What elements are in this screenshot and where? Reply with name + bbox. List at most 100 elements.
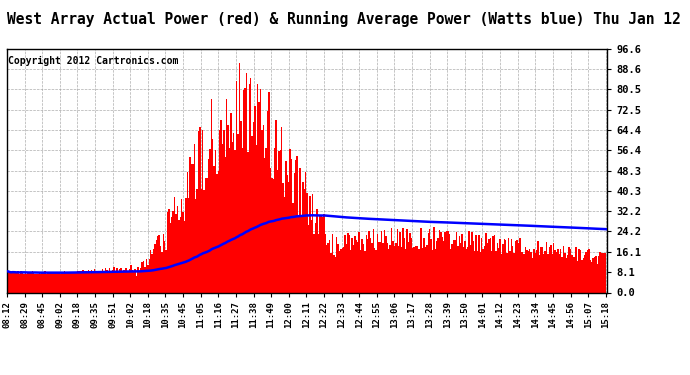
Bar bbox=[559, 254, 560, 292]
Bar bbox=[319, 216, 320, 292]
Bar bbox=[181, 199, 182, 292]
Bar bbox=[457, 246, 459, 292]
Bar bbox=[469, 231, 470, 292]
Bar bbox=[189, 158, 191, 292]
Bar bbox=[431, 239, 432, 292]
Bar bbox=[539, 255, 540, 292]
Bar bbox=[382, 243, 384, 292]
Bar bbox=[454, 240, 455, 292]
Bar bbox=[48, 273, 50, 292]
Bar bbox=[538, 242, 539, 292]
Bar bbox=[453, 240, 454, 292]
Bar bbox=[481, 238, 482, 292]
Bar bbox=[326, 245, 328, 292]
Bar bbox=[8, 272, 9, 292]
Bar bbox=[301, 217, 302, 292]
Bar bbox=[443, 242, 444, 292]
Bar bbox=[164, 241, 166, 292]
Bar bbox=[413, 248, 415, 292]
Bar bbox=[201, 189, 202, 292]
Bar bbox=[347, 234, 348, 292]
Bar bbox=[367, 239, 368, 292]
Bar bbox=[178, 220, 179, 292]
Bar bbox=[154, 244, 155, 292]
Bar bbox=[435, 249, 436, 292]
Bar bbox=[528, 251, 529, 292]
Bar bbox=[206, 178, 208, 292]
Bar bbox=[485, 233, 486, 292]
Bar bbox=[357, 242, 359, 292]
Bar bbox=[329, 240, 331, 292]
Bar bbox=[328, 243, 329, 292]
Bar bbox=[473, 241, 474, 292]
Bar bbox=[225, 157, 226, 292]
Bar bbox=[432, 250, 433, 292]
Bar bbox=[268, 92, 270, 292]
Bar bbox=[260, 88, 262, 292]
Bar bbox=[433, 227, 435, 292]
Bar bbox=[569, 248, 570, 292]
Bar bbox=[167, 212, 168, 292]
Bar bbox=[291, 159, 293, 292]
Bar bbox=[221, 144, 223, 292]
Bar bbox=[482, 249, 484, 292]
Bar bbox=[331, 253, 332, 292]
Bar bbox=[194, 144, 195, 292]
Bar bbox=[10, 273, 12, 292]
Bar bbox=[543, 254, 544, 292]
Bar bbox=[325, 234, 326, 292]
Bar bbox=[163, 234, 164, 292]
Bar bbox=[253, 122, 254, 292]
Bar bbox=[220, 120, 221, 292]
Bar bbox=[508, 238, 509, 292]
Bar bbox=[531, 252, 532, 292]
Bar bbox=[313, 234, 315, 292]
Bar bbox=[46, 274, 47, 292]
Bar bbox=[504, 238, 505, 292]
Bar bbox=[426, 245, 428, 292]
Bar bbox=[516, 240, 518, 292]
Bar bbox=[74, 272, 75, 292]
Bar bbox=[106, 270, 108, 292]
Bar bbox=[293, 203, 294, 292]
Bar bbox=[184, 221, 185, 292]
Bar bbox=[374, 248, 375, 292]
Bar bbox=[94, 270, 95, 292]
Bar bbox=[477, 251, 478, 292]
Bar bbox=[30, 273, 32, 292]
Bar bbox=[513, 253, 515, 292]
Bar bbox=[547, 254, 549, 292]
Bar bbox=[129, 269, 130, 292]
Bar bbox=[275, 120, 277, 292]
Bar bbox=[86, 272, 88, 292]
Bar bbox=[580, 250, 581, 292]
Bar bbox=[244, 88, 246, 292]
Bar bbox=[584, 255, 585, 292]
Bar bbox=[246, 73, 247, 292]
Bar bbox=[373, 229, 374, 292]
Bar bbox=[278, 151, 279, 292]
Bar bbox=[447, 231, 448, 292]
Bar bbox=[351, 238, 353, 292]
Bar bbox=[25, 272, 26, 292]
Bar bbox=[132, 270, 133, 292]
Bar bbox=[61, 272, 63, 292]
Bar bbox=[212, 140, 213, 292]
Bar bbox=[588, 249, 589, 292]
Bar bbox=[495, 251, 497, 292]
Bar bbox=[411, 238, 412, 292]
Bar bbox=[277, 170, 278, 292]
Bar bbox=[186, 172, 188, 292]
Bar bbox=[16, 273, 17, 292]
Bar bbox=[112, 270, 113, 292]
Bar bbox=[536, 250, 538, 292]
Bar bbox=[288, 182, 289, 292]
Bar bbox=[502, 244, 504, 292]
Bar bbox=[405, 249, 406, 292]
Bar bbox=[564, 253, 566, 292]
Bar bbox=[448, 234, 450, 292]
Bar bbox=[97, 272, 98, 292]
Bar bbox=[209, 148, 210, 292]
Bar bbox=[402, 228, 404, 292]
Bar bbox=[486, 243, 488, 292]
